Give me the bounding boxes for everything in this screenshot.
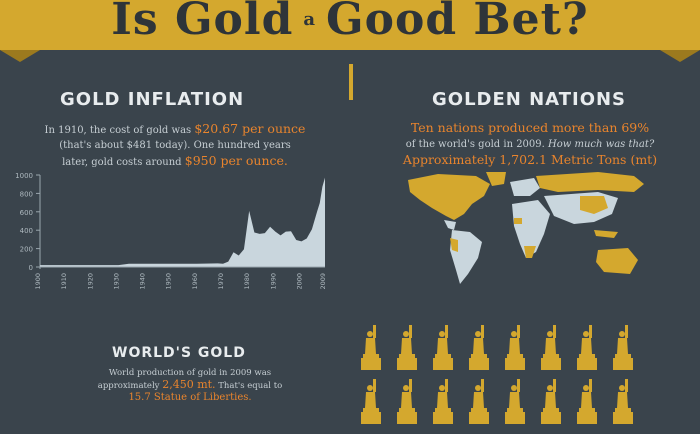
- y-tick-label: 600: [20, 209, 33, 217]
- x-tick-label: 1990: [269, 273, 277, 290]
- x-tick-label: 1930: [112, 273, 120, 290]
- statue-of-liberty-icon: [361, 325, 381, 370]
- banner-fold-left: [0, 50, 40, 62]
- x-tick-label: 1950: [165, 273, 173, 290]
- statue-of-liberty-icon: [577, 379, 597, 424]
- statue-of-liberty-icon: [397, 379, 417, 424]
- statue-of-liberty-icon: [505, 379, 525, 424]
- map-indonesia: [594, 230, 618, 238]
- y-tick-label: 400: [20, 227, 33, 235]
- x-tick-label: 1960: [191, 273, 199, 290]
- title-banner: [0, 0, 700, 62]
- nations-line2-pre: of the world's gold in 2009.: [405, 139, 549, 150]
- x-tick-label: 1920: [86, 273, 94, 290]
- statue-of-liberty-grid: [352, 322, 682, 434]
- inflation-line1-pre: In 1910, the cost of gold was: [44, 125, 195, 136]
- statue-of-liberty-icon: [397, 325, 417, 370]
- banner-fold-right: [660, 50, 700, 62]
- y-tick-label: 0: [29, 264, 33, 272]
- nations-line1: Ten nations produced more than 69%: [410, 120, 650, 135]
- statue-of-liberty-icon: [361, 379, 381, 424]
- banner-ribbon: [0, 0, 700, 50]
- map-ghana: [514, 218, 522, 224]
- map-greenland: [486, 172, 506, 186]
- inflation-line3-pre: later, gold costs around: [62, 157, 185, 168]
- map-china: [580, 196, 608, 214]
- gold-price-area: [40, 177, 325, 267]
- statue-of-liberty-icon: [469, 325, 489, 370]
- inflation-1910-price: $20.67 per ounce: [194, 121, 306, 136]
- x-tick-label: 1970: [217, 273, 225, 290]
- statue-of-liberty-icon: [505, 325, 525, 370]
- map-central-america: [444, 220, 456, 230]
- nations-line3: Approximately 1,702.1 Metric Tons (mt): [402, 152, 658, 167]
- world-production-value: 2,450 mt.: [162, 378, 216, 391]
- nations-line2-question: How much was that?: [548, 139, 655, 150]
- title-part1: Is Gold: [111, 0, 294, 45]
- center-divider: [349, 64, 353, 100]
- statue-of-liberty-icon: [541, 379, 561, 424]
- worlds-gold-text: World production of gold in 2009 was app…: [45, 367, 335, 404]
- statue-of-liberty-icon: [613, 379, 633, 424]
- banner-title: Is Gold a Good Bet?: [0, 0, 700, 46]
- gold-inflation-text: In 1910, the cost of gold was $20.67 per…: [10, 121, 340, 170]
- statue-of-liberty-icon: [469, 379, 489, 424]
- map-europe: [510, 178, 540, 196]
- statue-of-liberty-icon: [433, 325, 453, 370]
- map-south-america: [450, 230, 482, 284]
- map-north-america: [408, 174, 490, 220]
- inflation-line2: (that's about $481 today). One hundred y…: [59, 140, 291, 151]
- world-line1: World production of gold in 2009 was: [108, 368, 272, 378]
- statue-of-liberty-icon: [541, 325, 561, 370]
- map-peru: [450, 238, 458, 252]
- map-australia: [596, 248, 638, 274]
- y-tick-label: 1000: [15, 172, 33, 180]
- x-tick-label: 2009: [319, 273, 327, 290]
- inflation-current-price: $950 per ounce.: [184, 153, 288, 168]
- statue-of-liberty-icon: [433, 379, 453, 424]
- map-africa: [512, 200, 550, 258]
- map-russia: [536, 172, 644, 192]
- y-tick-label: 800: [20, 190, 33, 198]
- title-part2: Good Bet?: [326, 0, 589, 45]
- x-tick-label: 1900: [34, 273, 42, 290]
- gold-inflation-heading: GOLD INFLATION: [60, 89, 245, 110]
- golden-nations-heading: GOLDEN NATIONS: [432, 89, 627, 110]
- world-statue-count: 15.7 Statue of Liberties.: [128, 392, 252, 403]
- golden-nations-text: Ten nations produced more than 69% of th…: [375, 120, 685, 169]
- x-tick-label: 1980: [243, 273, 251, 290]
- worlds-gold-heading: WORLD'S GOLD: [112, 345, 246, 361]
- statue-of-liberty-icon: [613, 325, 633, 370]
- x-tick-label: 1940: [139, 273, 147, 290]
- world-map: [408, 172, 644, 284]
- y-tick-label: 200: [20, 246, 33, 254]
- world-line2-post: That's equal to: [215, 381, 283, 391]
- gold-price-chart: 0 200 400 600 800 1000 1900 1910 1920 1930 1940 195…: [15, 172, 327, 290]
- x-tick-label: 2000: [295, 273, 303, 290]
- title-a: a: [303, 9, 317, 30]
- x-tick-label: 1910: [60, 273, 68, 290]
- map-south-africa: [524, 246, 536, 258]
- world-line2-pre: approximately: [97, 381, 163, 391]
- statue-of-liberty-icon: [577, 325, 597, 370]
